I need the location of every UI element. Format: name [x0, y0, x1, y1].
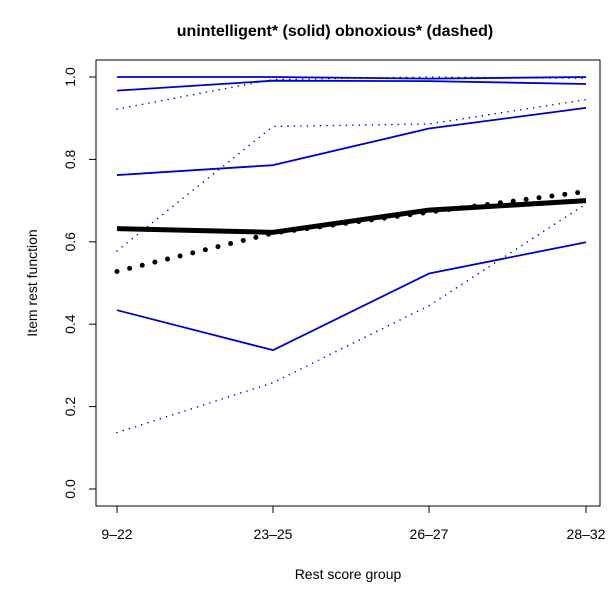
x-axis: 9–22 23–25 26–27 28–32 [101, 505, 606, 542]
series-line [117, 76, 587, 80]
y-axis-label: Item rest function [24, 229, 40, 336]
y-tick-label: 0.2 [62, 397, 78, 417]
series-line [116, 203, 587, 434]
series-line [114, 189, 589, 274]
series-line [116, 79, 587, 92]
series-line [116, 98, 587, 252]
y-tick-label: 0.0 [62, 479, 78, 499]
series-line [116, 241, 587, 352]
y-tick-label: 0.8 [62, 149, 78, 169]
y-axis: 0.0 0.2 0.4 0.6 0.8 1.0 [62, 67, 97, 499]
series-line [116, 107, 587, 176]
chart-title: unintelligent* (solid) obnoxious* (dashe… [177, 23, 493, 40]
y-tick-label: 0.6 [62, 232, 78, 252]
y-tick-label: 1.0 [62, 67, 78, 87]
x-tick-label: 9–22 [101, 526, 132, 542]
x-tick-label: 26–27 [410, 526, 449, 542]
x-tick-label: 28–32 [567, 526, 606, 542]
x-tick-label: 23–25 [254, 526, 293, 542]
series-line [116, 198, 587, 235]
x-axis-label: Rest score group [295, 566, 402, 582]
plot-frame [95, 59, 601, 507]
series-layer [114, 76, 589, 434]
y-tick-label: 0.4 [62, 314, 78, 334]
